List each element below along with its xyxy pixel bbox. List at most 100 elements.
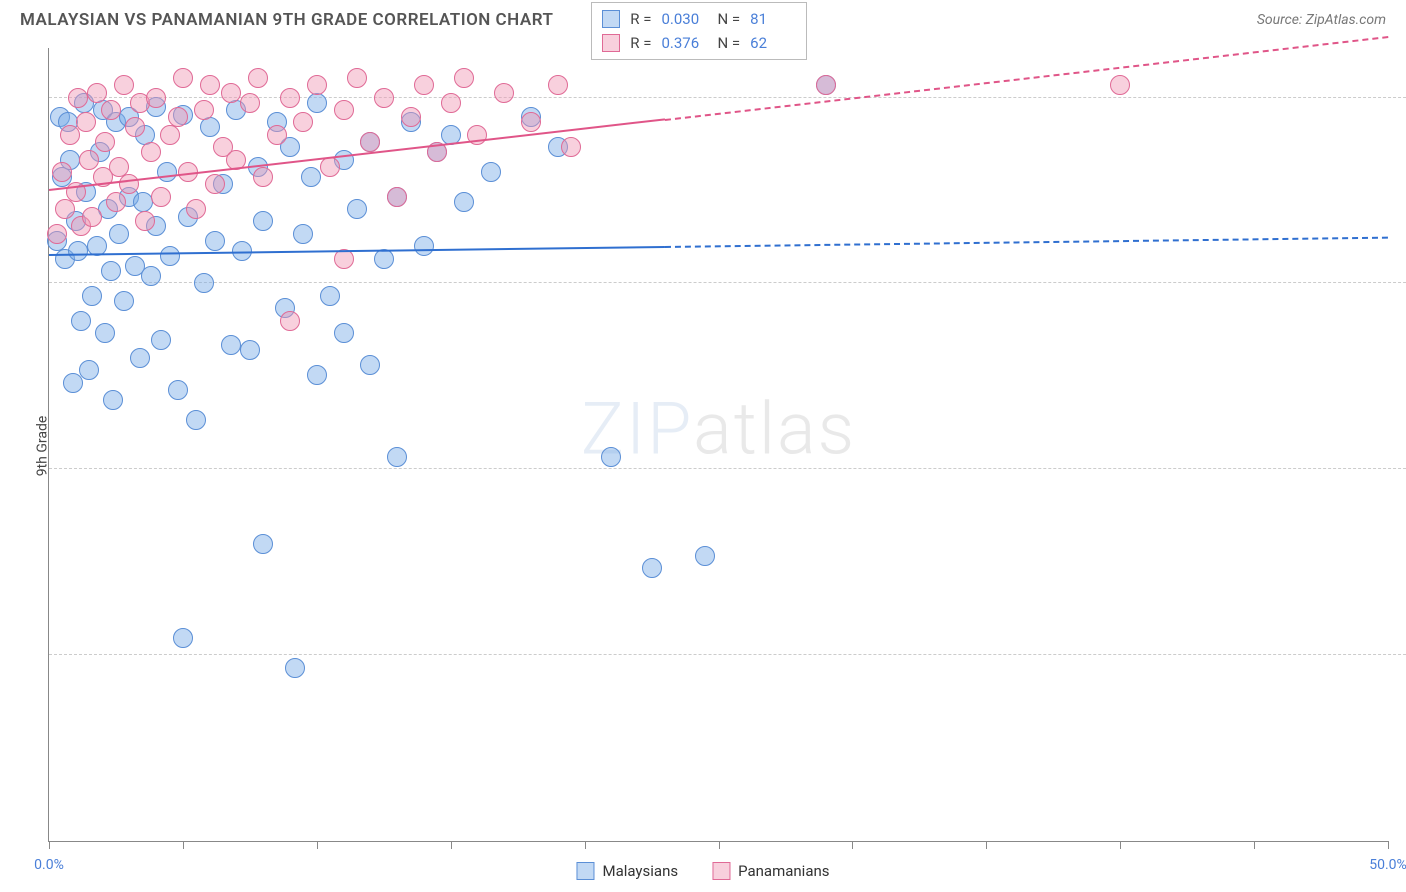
scatter-point-malaysians bbox=[103, 390, 123, 410]
stats-row: R =0.376N =62 bbox=[602, 31, 796, 55]
scatter-point-panamanians bbox=[360, 132, 380, 152]
scatter-point-panamanians bbox=[200, 75, 220, 95]
legend-bottom: Malaysians Panamanians bbox=[576, 862, 829, 880]
stat-n-value: 62 bbox=[750, 31, 796, 55]
scatter-point-malaysians bbox=[82, 286, 102, 306]
scatter-point-panamanians bbox=[253, 167, 273, 187]
scatter-point-malaysians bbox=[79, 360, 99, 380]
scatter-point-panamanians bbox=[151, 187, 171, 207]
x-tick bbox=[719, 841, 720, 849]
scatter-point-panamanians bbox=[160, 125, 180, 145]
scatter-point-malaysians bbox=[307, 365, 327, 385]
scatter-point-malaysians bbox=[168, 380, 188, 400]
scatter-point-malaysians bbox=[133, 192, 153, 212]
scatter-point-panamanians bbox=[194, 100, 214, 120]
scatter-point-panamanians bbox=[307, 75, 327, 95]
scatter-point-panamanians bbox=[221, 83, 241, 103]
scatter-point-panamanians bbox=[387, 187, 407, 207]
plot-area: ZIPatlas 77.5%85.0%92.5%100.0%0.0%50.0%R… bbox=[48, 48, 1388, 842]
scatter-point-panamanians bbox=[168, 107, 188, 127]
gridline bbox=[49, 282, 1406, 283]
legend-swatch bbox=[602, 10, 620, 28]
scatter-point-malaysians bbox=[157, 162, 177, 182]
scatter-point-panamanians bbox=[55, 199, 75, 219]
gridline bbox=[49, 468, 1406, 469]
scatter-point-panamanians bbox=[334, 100, 354, 120]
scatter-point-malaysians bbox=[151, 330, 171, 350]
scatter-point-malaysians bbox=[285, 658, 305, 678]
legend-swatch bbox=[576, 862, 594, 880]
legend-label: Malaysians bbox=[602, 862, 678, 880]
scatter-point-malaysians bbox=[387, 447, 407, 467]
scatter-point-panamanians bbox=[248, 68, 268, 88]
scatter-point-malaysians bbox=[160, 246, 180, 266]
scatter-point-malaysians bbox=[253, 534, 273, 554]
scatter-point-malaysians bbox=[601, 447, 621, 467]
scatter-point-malaysians bbox=[360, 355, 380, 375]
scatter-point-panamanians bbox=[401, 107, 421, 127]
scatter-point-panamanians bbox=[561, 137, 581, 157]
scatter-point-panamanians bbox=[205, 174, 225, 194]
scatter-point-panamanians bbox=[47, 224, 67, 244]
scatter-point-panamanians bbox=[106, 192, 126, 212]
trend-line-malaysians-solid bbox=[49, 246, 665, 256]
scatter-point-malaysians bbox=[68, 241, 88, 261]
chart-source: Source: ZipAtlas.com bbox=[1257, 12, 1386, 28]
scatter-point-panamanians bbox=[454, 68, 474, 88]
scatter-point-panamanians bbox=[135, 211, 155, 231]
watermark: ZIPatlas bbox=[581, 386, 856, 471]
stats-box: R =0.030N =81R =0.376N =62 bbox=[591, 2, 807, 60]
scatter-point-panamanians bbox=[76, 112, 96, 132]
legend-label: Panamanians bbox=[738, 862, 829, 880]
x-tick bbox=[49, 841, 50, 849]
stat-n-label: N = bbox=[717, 31, 740, 55]
scatter-point-panamanians bbox=[816, 75, 836, 95]
scatter-point-panamanians bbox=[280, 88, 300, 108]
scatter-point-malaysians bbox=[301, 167, 321, 187]
scatter-point-malaysians bbox=[130, 348, 150, 368]
scatter-point-malaysians bbox=[200, 117, 220, 137]
scatter-point-malaysians bbox=[334, 323, 354, 343]
x-tick bbox=[183, 841, 184, 849]
x-tick-label: 50.0% bbox=[1369, 857, 1406, 873]
scatter-point-panamanians bbox=[101, 100, 121, 120]
scatter-point-panamanians bbox=[186, 199, 206, 219]
scatter-point-panamanians bbox=[320, 157, 340, 177]
scatter-point-panamanians bbox=[521, 112, 541, 132]
stat-r-label: R = bbox=[630, 31, 651, 55]
scatter-point-malaysians bbox=[186, 410, 206, 430]
stat-r-label: R = bbox=[630, 7, 651, 31]
source-prefix: Source: bbox=[1257, 12, 1306, 28]
scatter-point-panamanians bbox=[414, 75, 434, 95]
stats-row: R = 0.030 N = 81 bbox=[602, 7, 796, 31]
scatter-point-panamanians bbox=[1110, 75, 1130, 95]
scatter-point-malaysians bbox=[109, 224, 129, 244]
x-tick bbox=[852, 841, 853, 849]
stat-n-label: N = bbox=[717, 7, 740, 31]
scatter-point-malaysians bbox=[695, 546, 715, 566]
scatter-point-malaysians bbox=[240, 340, 260, 360]
scatter-point-panamanians bbox=[173, 68, 193, 88]
scatter-point-panamanians bbox=[347, 68, 367, 88]
scatter-point-malaysians bbox=[481, 162, 501, 182]
scatter-point-panamanians bbox=[441, 93, 461, 113]
scatter-point-malaysians bbox=[71, 311, 91, 331]
chart-area: ZIPatlas 77.5%85.0%92.5%100.0%0.0%50.0%R… bbox=[48, 48, 1388, 842]
stat-r-value: 0.030 bbox=[661, 7, 707, 31]
scatter-point-panamanians bbox=[125, 117, 145, 137]
scatter-point-malaysians bbox=[141, 266, 161, 286]
scatter-point-panamanians bbox=[146, 88, 166, 108]
legend-swatch bbox=[602, 34, 620, 52]
scatter-point-panamanians bbox=[114, 75, 134, 95]
scatter-point-panamanians bbox=[52, 162, 72, 182]
scatter-point-panamanians bbox=[119, 174, 139, 194]
scatter-point-malaysians bbox=[194, 273, 214, 293]
legend-item: Malaysians bbox=[576, 862, 678, 880]
x-tick bbox=[1254, 841, 1255, 849]
trend-line-malaysians-dashed bbox=[665, 236, 1388, 247]
scatter-point-malaysians bbox=[205, 231, 225, 251]
gridline bbox=[49, 654, 1406, 655]
scatter-point-malaysians bbox=[293, 224, 313, 244]
watermark-part2: atlas bbox=[693, 386, 856, 471]
stat-n-value: 81 bbox=[750, 7, 796, 31]
